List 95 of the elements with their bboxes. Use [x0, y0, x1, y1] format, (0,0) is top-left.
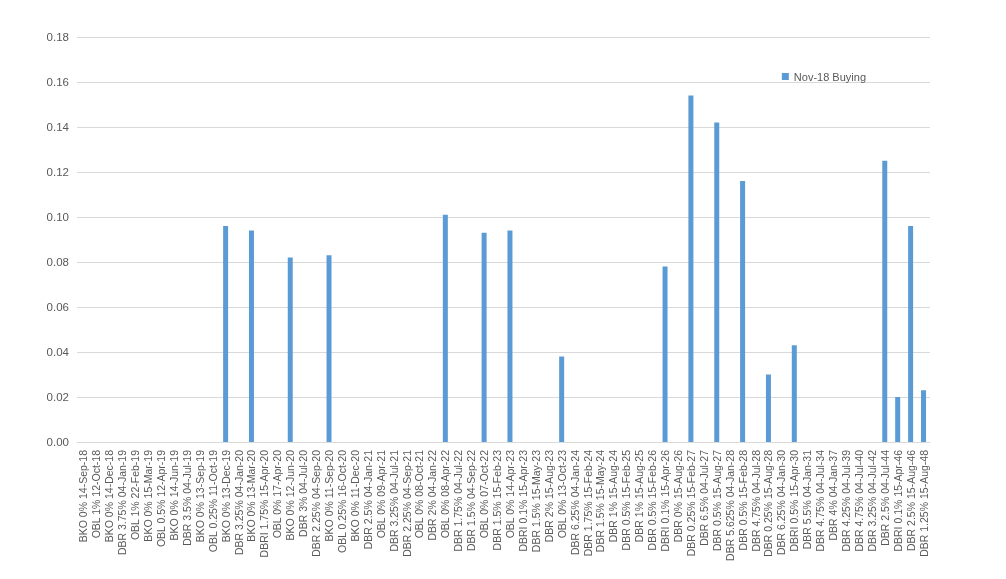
x-tick-label: OBL 0% 09-Apr-21 [374, 449, 387, 539]
x-tick-label: OBL 1% 22-Feb-19 [129, 449, 142, 541]
bar [481, 232, 487, 442]
x-tick-label: OBL 0% 14-Apr-23 [503, 449, 516, 539]
x-tick-label: DBR 1% 15-Aug-24 [607, 449, 620, 543]
x-tick-label: DBR 2% 04-Jan-22 [426, 449, 439, 541]
bar [662, 266, 668, 442]
x-tick-label: BKO 0% 13-Mar-20 [245, 449, 258, 542]
y-tick-label: 0.02 [46, 391, 69, 403]
x-tick-label: DBR 0.5% 15-Feb-28 [736, 449, 749, 551]
bar [895, 397, 901, 442]
x-tick-label: DBRI 0.1% 15-Apr-26 [659, 449, 672, 552]
y-tick-label: 0.08 [46, 256, 69, 268]
x-tick-label: DBR 3% 04-Jul-20 [297, 449, 310, 537]
x-tick-label: DBR 4.25% 04-Jul-39 [839, 449, 852, 552]
x-tick-label: OBL 1% 12-Oct-18 [90, 449, 103, 539]
x-tick-label: DBR 5.625% 04-Jan-28 [723, 449, 736, 561]
x-tick-label: OBL 0.25% 16-Oct-20 [335, 449, 348, 553]
x-tick-label: DBR 5.5% 04-Jan-31 [801, 449, 814, 550]
x-tick-label: DBRI 0.1% 15-Apr-23 [516, 449, 529, 552]
x-tick-label: DBR 3.5% 04-Jul-19 [180, 449, 193, 546]
x-tick-label: DBR 1.25% 15-Aug-48 [917, 449, 930, 557]
bar [442, 214, 448, 442]
y-tick-label: 0.04 [46, 346, 70, 358]
x-tick-label: DBR 0.5% 15-Feb-26 [646, 449, 659, 551]
bar [326, 255, 332, 442]
y-tick-label: 0.12 [46, 166, 69, 178]
x-tick-label: BKO 0% 11-Sep-20 [323, 449, 336, 542]
x-tick-label: DBR 1.5% 15-May-24 [594, 449, 607, 553]
bar [882, 160, 888, 442]
x-tick-label: DBR 4.75% 04-Jul-34 [814, 449, 827, 552]
x-tick-label: DBRI 0.1% 15-Apr-46 [891, 449, 904, 552]
x-tick-label: BKO 0% 13-Sep-19 [193, 449, 206, 543]
bar [688, 95, 694, 442]
bar [248, 230, 254, 442]
x-tick-label: DBR 3.25% 04-Jan-20 [232, 449, 245, 556]
bar [714, 122, 720, 442]
x-tick-label: DBRI 0.5% 15-Apr-30 [788, 449, 801, 552]
x-tick-label: OBL 0% 08-Oct-21 [413, 449, 426, 539]
x-tick-label: DBR 2.5% 04-Jul-44 [878, 449, 891, 546]
bar [908, 226, 914, 442]
x-tick-label: DBR 2.5% 15-Aug-46 [904, 449, 917, 551]
x-tick-label: DBR 2.25% 04-Sep-20 [310, 449, 323, 557]
bar [559, 356, 565, 442]
x-tick-label: BKO 0% 12-Jun-20 [284, 449, 297, 541]
x-tick-label: DBR 2.5% 04-Jan-21 [361, 449, 374, 550]
x-tick-label: DBR 2% 15-Aug-23 [542, 449, 555, 543]
x-tick-label: DBR 3.75% 04-Jan-19 [116, 449, 129, 556]
x-tick-label: DBR 0.5% 15-Feb-25 [620, 449, 633, 551]
x-tick-label: DBR 0.25% 15-Feb-27 [684, 449, 697, 557]
x-tick-label: OBL 0.5% 12-Apr-19 [155, 449, 168, 548]
x-tick-label: DBR 0.25% 15-Aug-28 [762, 449, 775, 557]
bar [223, 226, 229, 442]
legend-label: Nov-18 Buying [793, 70, 867, 83]
y-tick-label: 0.16 [46, 76, 69, 88]
x-tick-label: BKO 0% 15-Mar-19 [142, 449, 155, 542]
x-tick-label: DBR 6.25% 04-Jan-24 [568, 449, 581, 556]
bar [740, 181, 746, 442]
x-tick-label: DBR 0.5% 15-Aug-27 [710, 449, 723, 551]
x-tick-label: DBR 4% 04-Jan-37 [827, 449, 840, 541]
y-tick-label: 0.00 [46, 436, 69, 448]
x-tick-label: DBR 1.75% 15-Feb-24 [581, 449, 594, 557]
bar [765, 374, 771, 442]
y-tick-label: 0.06 [46, 301, 69, 313]
x-tick-label: DBR 1.5% 04-Sep-22 [465, 449, 478, 551]
x-tick-label: DBR 2.25% 04-Sep-21 [400, 449, 413, 557]
bar [287, 257, 293, 442]
x-tick-label: DBR 1% 15-Aug-25 [633, 449, 646, 543]
x-tick-label: BKO 0% 14-Sep-18 [77, 449, 90, 543]
x-tick-label: DBR 3.25% 04-Jul-42 [865, 449, 878, 552]
x-tick-label: OBL 0.25% 11-Oct-19 [206, 449, 219, 553]
y-tick-label: 0.18 [46, 31, 69, 43]
x-tick-label: DBR 3.25% 04-Jul-21 [387, 449, 400, 552]
x-tick-label: DBR 4.75% 04-Jul-28 [749, 449, 762, 552]
x-tick-label: DBR 1.75% 04-Jul-22 [452, 449, 465, 552]
x-tick-label: OBL 0% 13-Oct-23 [555, 449, 568, 539]
x-tick-label: DBR 4.75% 04-Jul-40 [852, 449, 865, 552]
y-tick-label: 0.10 [46, 211, 69, 223]
x-tick-label: DBR 6.5% 04-Jul-27 [697, 449, 710, 546]
x-tick-label: DBR 0% 15-Aug-26 [671, 449, 684, 543]
x-tick-label: BKO 0% 14-Jun-19 [167, 449, 180, 541]
x-tick-label: DBRI 1.75% 15-Apr-20 [258, 449, 271, 558]
x-tick-label: BKO 0% 14-Dec-18 [103, 449, 116, 543]
x-tick-label: BKO 0% 11-Dec-20 [348, 449, 361, 542]
bar [507, 230, 513, 442]
x-tick-label: DBR 6.25% 04-Jan-30 [775, 449, 788, 556]
x-tick-label: DBR 1.5% 15-Feb-23 [491, 449, 504, 551]
bar [921, 390, 927, 442]
bar [791, 345, 797, 442]
x-tick-label: OBL 0% 07-Oct-22 [478, 449, 491, 539]
x-tick-label: BKO 0% 13-Dec-19 [219, 449, 232, 543]
x-tick-label: OBL 0% 17-Apr-20 [271, 449, 284, 539]
y-tick-label: 0.14 [46, 121, 70, 133]
x-tick-label: OBL 0% 08-Apr-22 [439, 449, 452, 539]
x-tick-label: DBR 1.5% 15-May-23 [529, 449, 542, 553]
